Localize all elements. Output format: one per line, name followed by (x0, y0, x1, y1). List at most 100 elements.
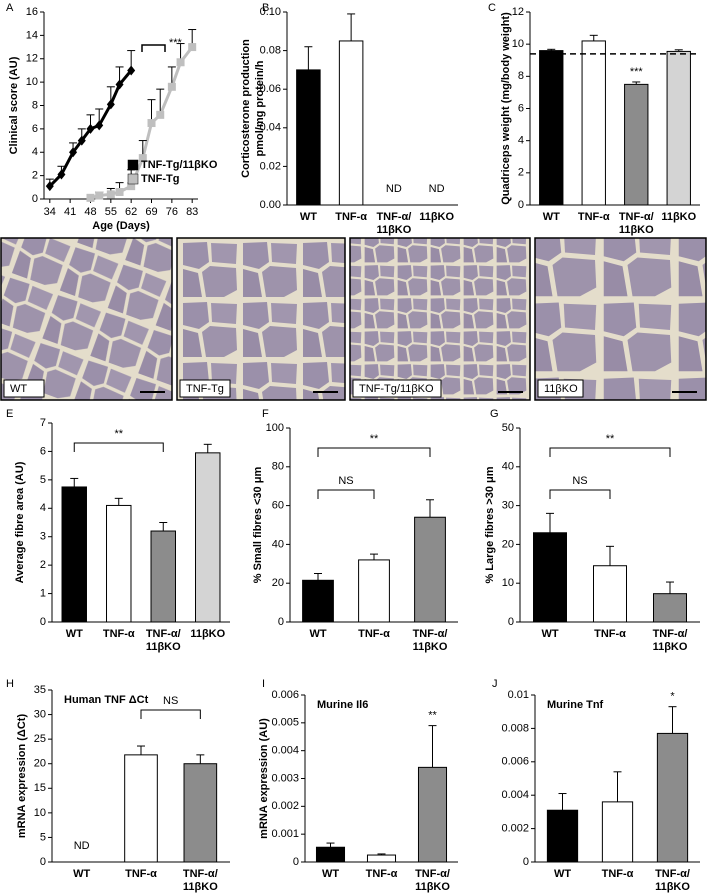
bar (581, 40, 606, 206)
x-tick-label: TNF-α/ (619, 211, 654, 223)
bar (656, 732, 689, 863)
bracket (141, 44, 166, 52)
x-tick-label: 11βKO (619, 224, 654, 236)
chart-title: Human TNF ΔCt (64, 694, 149, 706)
marker (45, 181, 54, 192)
x-tick-label: WT (322, 868, 339, 880)
marker (127, 182, 136, 191)
bar (624, 83, 649, 206)
y-tick-label: 6 (40, 445, 46, 457)
significance: NS (163, 695, 178, 707)
panel-letter: G (490, 408, 499, 420)
x-tick-label: TNF-α (594, 628, 626, 640)
panel-letter: F (262, 408, 269, 420)
y-tick-label: 0.001 (271, 828, 299, 840)
x-tick-label: WT (300, 211, 317, 223)
y-axis-label: Corticosterone production (240, 39, 252, 178)
y-tick-label: 14 (26, 29, 38, 41)
x-tick-label: TNF-α/ (653, 628, 688, 640)
marker (106, 190, 115, 199)
y-tick-label: 0.006 (501, 756, 529, 768)
bar (546, 809, 579, 863)
micrograph-label: TNF-Tg/11βKO (359, 383, 434, 395)
x-tick-label: 11βKO (146, 641, 181, 653)
y-tick-label: 0.01 (508, 689, 529, 701)
bar (593, 565, 627, 623)
y-tick-label: 6 (32, 123, 38, 135)
x-tick-label: WT (554, 868, 571, 880)
bracket (73, 442, 164, 452)
marker (127, 65, 136, 76)
x-tick-label: TNF-α (358, 628, 390, 640)
y-tick-label: 4 (518, 135, 524, 147)
y-tick-label: 0.002 (271, 800, 299, 812)
bar (124, 754, 158, 863)
y-tick-label: 10 (34, 807, 46, 819)
y-tick-label: 60 (272, 500, 284, 512)
x-tick-label: TNF-α (103, 628, 135, 640)
significance: *** (630, 66, 644, 78)
marker (95, 191, 104, 200)
y-tick-label: 0.10 (260, 6, 281, 18)
micrograph-label: WT (10, 383, 27, 395)
x-tick-label: 11βKO (376, 224, 411, 236)
y-tick-label: 0.005 (271, 717, 299, 729)
marker (115, 187, 124, 196)
y-tick-label: 50 (502, 422, 514, 434)
bar (414, 516, 446, 623)
y-tick-label: 20 (34, 758, 46, 770)
legend-label: TNF-Tg/11βKO (141, 159, 218, 171)
bar (653, 593, 687, 623)
micrograph-label: TNF-Tg (186, 383, 224, 395)
x-tick-label: 48 (84, 206, 96, 218)
x-tick-label: TNF-α (602, 868, 634, 880)
panel-letter: A (6, 2, 14, 14)
x-tick-label: TNF-α/ (146, 628, 181, 640)
y-tick-label: 8 (32, 99, 38, 111)
panel-letter: B (262, 2, 269, 14)
legend-label: TNF-Tg (141, 173, 179, 185)
legend-swatch (127, 159, 139, 171)
x-tick-label: 11βKO (653, 641, 688, 653)
y-tick-label: 0 (32, 193, 38, 205)
marker (86, 123, 95, 134)
marker (188, 43, 197, 52)
x-tick-label: TNF-α (125, 868, 157, 880)
x-tick-label: TNF-α/ (183, 868, 218, 880)
marker (156, 110, 165, 119)
y-tick-label: 40 (502, 461, 514, 473)
x-tick-label: 76 (166, 206, 178, 218)
x-tick-label: WT (543, 211, 560, 223)
y-tick-label: 10 (26, 76, 38, 88)
y-tick-label: 0 (293, 856, 299, 868)
significance: NS (572, 475, 587, 487)
x-tick-label: 11βKO (419, 211, 454, 223)
significance: NS (338, 475, 353, 487)
y-tick-label: 80 (272, 461, 284, 473)
y-tick-label: 2 (32, 170, 38, 182)
bar (315, 846, 346, 863)
chart-title: Murine Tnf (547, 699, 604, 711)
bar (539, 50, 564, 206)
y-tick-label: 20 (272, 577, 284, 589)
marker (176, 58, 185, 67)
y-axis-label: Quadriceps weight (mg/body weight) (500, 12, 512, 205)
panel-letter: I (262, 678, 265, 690)
significance: ** (606, 433, 615, 445)
marker (147, 119, 156, 128)
y-axis-label: mRNA expression (AU) (258, 718, 270, 839)
panel-letter: J (492, 678, 498, 690)
y-tick-label: 4 (32, 146, 38, 158)
x-tick-label: 55 (105, 206, 117, 218)
significance: ** (114, 428, 123, 440)
significance: ** (370, 433, 379, 445)
y-tick-label: 0 (40, 616, 46, 628)
marker (106, 99, 115, 110)
y-tick-label: 100 (266, 422, 284, 434)
x-tick-label: 11βKO (183, 881, 218, 893)
marker (167, 82, 176, 91)
x-tick-label: 41 (64, 206, 76, 218)
value-label: ND (429, 183, 445, 195)
y-tick-label: 40 (272, 538, 284, 550)
